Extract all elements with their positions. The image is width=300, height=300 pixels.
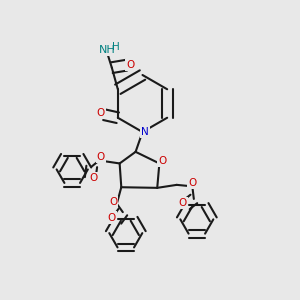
Text: O: O — [126, 60, 134, 70]
Text: O: O — [109, 197, 117, 207]
Text: NH: NH — [99, 45, 116, 55]
Text: H: H — [112, 42, 120, 52]
Text: N: N — [141, 127, 149, 137]
Text: O: O — [178, 198, 187, 208]
Text: O: O — [97, 152, 105, 162]
Text: O: O — [107, 212, 116, 223]
Text: O: O — [97, 108, 105, 118]
Text: O: O — [188, 178, 196, 188]
Text: O: O — [158, 156, 166, 166]
Text: O: O — [90, 173, 98, 183]
